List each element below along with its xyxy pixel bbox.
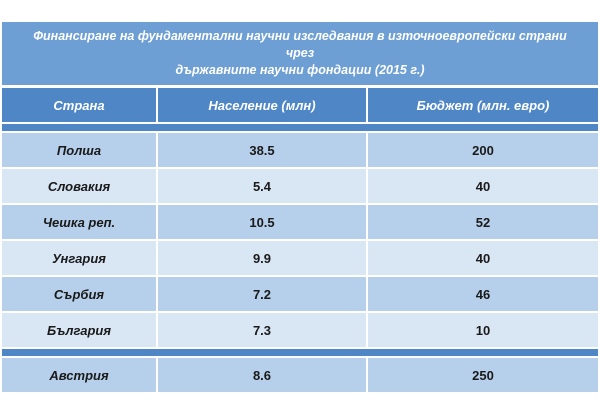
table-title: Финансиране на фундаментални научни изсл… <box>2 22 598 86</box>
header-country: Страна <box>2 88 158 122</box>
summary-divider-band <box>2 349 598 358</box>
population-cell: 9.9 <box>158 241 368 275</box>
budget-cell: 40 <box>475 250 491 266</box>
country-cell: Словакия <box>2 169 158 203</box>
country-cell: Австрия <box>2 358 158 392</box>
budget-cell: 10 <box>475 322 491 338</box>
population-cell: 7.3 <box>158 313 368 347</box>
population-cell: 38.5 <box>158 133 368 167</box>
table-row: България 7.3 10 <box>2 313 598 349</box>
table-row: Полша 38.5 200 <box>2 133 598 169</box>
country-cell: Сърбия <box>2 277 158 311</box>
budget-cell: 46 <box>475 286 491 302</box>
title-line-1: Финансиране на фундаментални научни изсл… <box>33 29 567 60</box>
budget-cell: 200 <box>472 142 494 158</box>
country-cell: България <box>2 313 158 347</box>
header-budget: Бюджет (млн. евро) <box>416 97 550 113</box>
header-divider-band <box>2 124 598 133</box>
population-cell: 5.4 <box>158 169 368 203</box>
summary-row: Австрия 8.6 250 <box>2 358 598 394</box>
country-cell: Унгария <box>2 241 158 275</box>
title-line-2: държавните научни фондации (2015 г.) <box>175 63 425 77</box>
budget-cell: 40 <box>475 178 491 194</box>
header-population: Население (млн) <box>158 88 368 122</box>
funding-table: Финансиране на фундаментални научни изсл… <box>2 22 598 394</box>
table-header-row: Страна Население (млн) Бюджет (млн. евро… <box>2 86 598 124</box>
budget-cell: 52 <box>475 214 491 230</box>
population-cell: 10.5 <box>158 205 368 239</box>
table-row: Чешка реп. 10.5 52 <box>2 205 598 241</box>
table-row: Сърбия 7.2 46 <box>2 277 598 313</box>
country-cell: Чешка реп. <box>2 205 158 239</box>
table-row: Словакия 5.4 40 <box>2 169 598 205</box>
budget-cell: 250 <box>472 367 494 383</box>
country-cell: Полша <box>2 133 158 167</box>
population-cell: 8.6 <box>158 358 368 392</box>
population-cell: 7.2 <box>158 277 368 311</box>
table-row: Унгария 9.9 40 <box>2 241 598 277</box>
